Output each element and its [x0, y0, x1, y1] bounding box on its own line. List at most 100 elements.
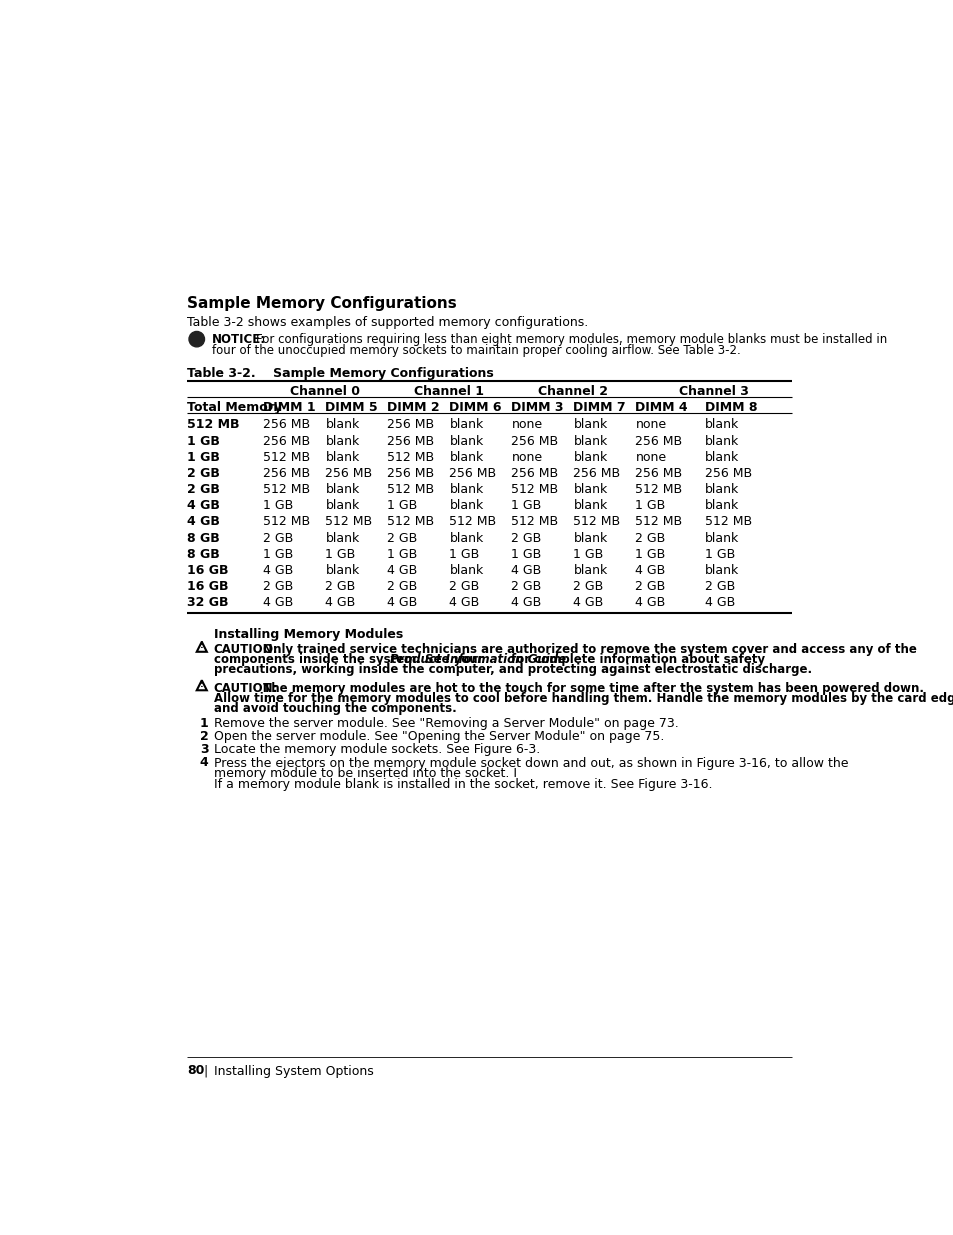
- Text: For configurations requiring less than eight memory modules, memory module blank: For configurations requiring less than e…: [255, 333, 886, 346]
- Text: NOTICE:: NOTICE:: [212, 333, 266, 346]
- Text: 1 GB: 1 GB: [387, 548, 417, 561]
- Text: DIMM 8: DIMM 8: [704, 401, 757, 414]
- Text: DIMM 1: DIMM 1: [263, 401, 315, 414]
- Text: 512 MB: 512 MB: [387, 483, 434, 496]
- Text: blank: blank: [704, 451, 739, 464]
- Text: 256 MB: 256 MB: [263, 419, 310, 431]
- Text: Installing Memory Modules: Installing Memory Modules: [213, 627, 402, 641]
- Text: blank: blank: [449, 435, 483, 447]
- Text: 512 MB: 512 MB: [704, 515, 752, 529]
- Text: 32 GB: 32 GB: [187, 597, 229, 609]
- Text: |: |: [203, 1065, 207, 1077]
- Text: 1 GB: 1 GB: [263, 548, 294, 561]
- Text: 4 GB: 4 GB: [704, 597, 735, 609]
- Text: blank: blank: [704, 499, 739, 513]
- Circle shape: [189, 331, 204, 347]
- Text: 1 GB: 1 GB: [573, 548, 603, 561]
- Text: 16 GB: 16 GB: [187, 580, 229, 593]
- Text: components inside the system. See your: components inside the system. See your: [213, 653, 487, 667]
- Text: 2 GB: 2 GB: [511, 531, 541, 545]
- Text: 1 GB: 1 GB: [635, 548, 665, 561]
- Text: blank: blank: [449, 451, 483, 464]
- Text: 1 GB: 1 GB: [511, 499, 541, 513]
- Text: 4 GB: 4 GB: [387, 564, 417, 577]
- Text: blank: blank: [449, 419, 483, 431]
- Text: 1 GB: 1 GB: [187, 451, 220, 464]
- Text: 1 GB: 1 GB: [187, 435, 220, 447]
- Text: 256 MB: 256 MB: [635, 467, 681, 480]
- Text: 4 GB: 4 GB: [263, 597, 294, 609]
- Text: 2 GB: 2 GB: [325, 580, 355, 593]
- Text: 4 GB: 4 GB: [511, 597, 541, 609]
- Text: 256 MB: 256 MB: [511, 435, 558, 447]
- Text: 512 MB: 512 MB: [263, 515, 310, 529]
- Text: Table 3-2 shows examples of supported memory configurations.: Table 3-2 shows examples of supported me…: [187, 316, 588, 329]
- Text: none: none: [635, 419, 666, 431]
- Text: blank: blank: [704, 531, 739, 545]
- Text: Product Information Guide: Product Information Guide: [390, 653, 566, 667]
- Text: 512 MB: 512 MB: [511, 483, 558, 496]
- Text: blank: blank: [573, 531, 607, 545]
- Text: 2 GB: 2 GB: [511, 580, 541, 593]
- Text: blank: blank: [449, 499, 483, 513]
- Text: four of the unoccupied memory sockets to maintain proper cooling airflow. See Ta: four of the unoccupied memory sockets to…: [212, 343, 740, 357]
- Text: 1 GB: 1 GB: [449, 548, 479, 561]
- Text: blank: blank: [325, 499, 359, 513]
- Text: 256 MB: 256 MB: [387, 467, 434, 480]
- Text: blank: blank: [325, 564, 359, 577]
- Text: 4: 4: [199, 757, 209, 769]
- Text: 256 MB: 256 MB: [573, 467, 619, 480]
- Text: 16 GB: 16 GB: [187, 564, 229, 577]
- Text: blank: blank: [573, 499, 607, 513]
- Text: 4 GB: 4 GB: [635, 564, 665, 577]
- Text: 256 MB: 256 MB: [511, 467, 558, 480]
- Text: 256 MB: 256 MB: [449, 467, 496, 480]
- Text: 2: 2: [199, 730, 209, 743]
- Text: 4 GB: 4 GB: [187, 499, 220, 513]
- Text: 512 MB: 512 MB: [449, 515, 496, 529]
- Text: blank: blank: [449, 483, 483, 496]
- Text: DIMM 7: DIMM 7: [573, 401, 625, 414]
- Text: Sample Memory Configurations: Sample Memory Configurations: [187, 296, 456, 311]
- Text: for complete information about safety: for complete information about safety: [511, 653, 764, 667]
- Text: 4 GB: 4 GB: [187, 515, 220, 529]
- Text: 4 GB: 4 GB: [263, 564, 294, 577]
- Text: blank: blank: [449, 531, 483, 545]
- Text: none: none: [635, 451, 666, 464]
- Text: Channel 2: Channel 2: [537, 384, 608, 398]
- Text: Channel 1: Channel 1: [414, 384, 484, 398]
- Text: DIMM 3: DIMM 3: [511, 401, 563, 414]
- Text: memory module to be inserted into the socket. I: memory module to be inserted into the so…: [213, 767, 517, 779]
- Text: !: !: [199, 679, 204, 689]
- Text: 2 GB: 2 GB: [263, 580, 294, 593]
- Text: CAUTION:: CAUTION:: [213, 643, 278, 656]
- Text: DIMM 5: DIMM 5: [325, 401, 377, 414]
- Text: 256 MB: 256 MB: [263, 435, 310, 447]
- Text: 512 MB: 512 MB: [635, 483, 681, 496]
- Text: blank: blank: [325, 531, 359, 545]
- Text: none: none: [511, 451, 542, 464]
- Text: 1 GB: 1 GB: [511, 548, 541, 561]
- Text: and avoid touching the components.: and avoid touching the components.: [213, 701, 456, 715]
- Text: !: !: [199, 641, 204, 651]
- Text: 512 MB: 512 MB: [511, 515, 558, 529]
- Text: Open the server module. See "Opening the Server Module" on page 75.: Open the server module. See "Opening the…: [213, 730, 663, 743]
- Text: Table 3-2.    Sample Memory Configurations: Table 3-2. Sample Memory Configurations: [187, 367, 494, 380]
- Text: 2 GB: 2 GB: [387, 580, 417, 593]
- Text: 256 MB: 256 MB: [387, 435, 434, 447]
- Text: 4 GB: 4 GB: [635, 597, 665, 609]
- Text: blank: blank: [573, 451, 607, 464]
- Text: 512 MB: 512 MB: [325, 515, 372, 529]
- Text: The memory modules are hot to the touch for some time after the system has been : The memory modules are hot to the touch …: [258, 682, 923, 695]
- Text: 2 GB: 2 GB: [573, 580, 603, 593]
- Text: blank: blank: [325, 435, 359, 447]
- Text: 1 GB: 1 GB: [387, 499, 417, 513]
- Text: blank: blank: [704, 419, 739, 431]
- Text: 256 MB: 256 MB: [325, 467, 372, 480]
- Text: blank: blank: [704, 564, 739, 577]
- Text: precautions, working inside the computer, and protecting against electrostatic d: precautions, working inside the computer…: [213, 663, 811, 677]
- Text: 2 GB: 2 GB: [263, 531, 294, 545]
- Text: DIMM 2: DIMM 2: [387, 401, 439, 414]
- Text: 80: 80: [187, 1065, 205, 1077]
- Text: blank: blank: [325, 483, 359, 496]
